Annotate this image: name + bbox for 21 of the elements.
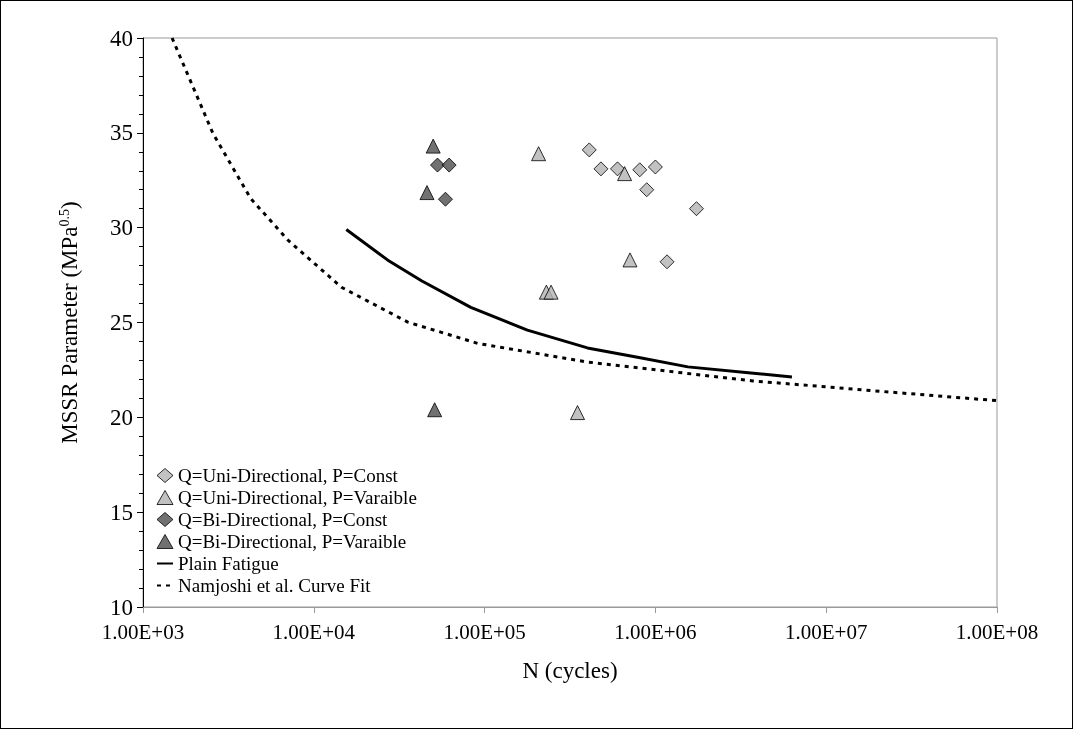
- legend-label: Q=Uni-Directional, P=Varaible: [178, 487, 417, 508]
- y-tick-label: 30: [110, 215, 133, 241]
- x-tick-label: 1.00E+04: [272, 619, 356, 644]
- x-axis-title: N (cycles): [522, 658, 618, 683]
- y-tick-label: 40: [110, 25, 133, 51]
- y-tick-label: 20: [110, 404, 133, 430]
- y-axis-title: MSSR Parameter (MPa0.5): [56, 201, 82, 444]
- y-tick-label: 35: [110, 120, 133, 146]
- legend-label: Q=Bi-Directional, P=Const: [178, 509, 389, 530]
- x-tick-label: 1.00E+03: [101, 619, 185, 644]
- x-tick-label: 1.00E+06: [614, 619, 697, 644]
- legend-label: Namjoshi et al. Curve Fit: [178, 575, 372, 596]
- x-tick-label: 1.00E+05: [443, 619, 526, 644]
- y-tick-label: 25: [110, 310, 133, 335]
- legend-label: Plain Fatigue: [178, 553, 279, 574]
- y-tick-label: 15: [110, 499, 133, 525]
- y-tick-label: 10: [110, 594, 133, 620]
- legend-label: Q=Uni-Directional, P=Const: [178, 465, 399, 486]
- x-tick-label: 1.00E+08: [955, 619, 1039, 644]
- legend-label: Q=Bi-Directional, P=Varaible: [178, 531, 407, 552]
- x-tick-label: 1.00E+07: [784, 619, 868, 644]
